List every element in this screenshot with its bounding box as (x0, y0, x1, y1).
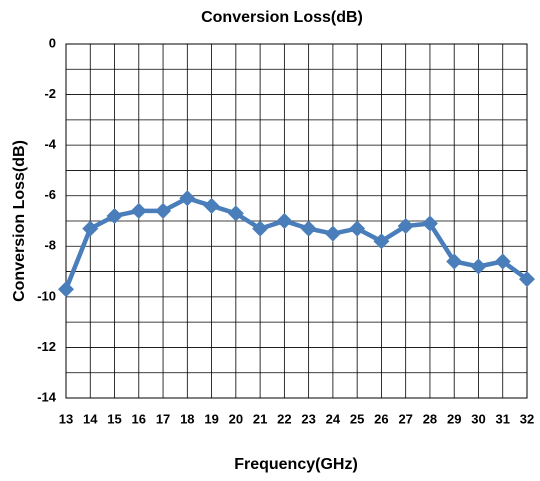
marker (446, 253, 463, 270)
x-tick-label: 23 (301, 411, 315, 426)
marker (203, 197, 220, 214)
marker (130, 202, 147, 219)
y-tick-label: -8 (44, 238, 56, 253)
x-tick-label: 29 (447, 411, 461, 426)
y-tick-label: -2 (44, 86, 56, 101)
marker (227, 205, 244, 222)
y-axis-label: Conversion Loss(dB) (11, 140, 28, 302)
marker (494, 253, 511, 270)
y-tick-label: -10 (37, 288, 56, 303)
x-tick-label: 18 (180, 411, 194, 426)
x-tick-label: 20 (229, 411, 243, 426)
y-tick-label: -12 (37, 339, 56, 354)
marker (252, 220, 269, 237)
x-tick-label: 26 (374, 411, 388, 426)
marker (82, 220, 99, 237)
x-tick-label: 30 (471, 411, 485, 426)
marker (421, 215, 438, 232)
marker (470, 258, 487, 275)
x-tick-label: 13 (59, 411, 73, 426)
marker (519, 271, 535, 288)
y-tick-label: -14 (37, 389, 57, 404)
x-tick-label: 28 (423, 411, 437, 426)
chart-title: Conversion Loss(dB) (201, 9, 363, 26)
marker (397, 218, 414, 235)
x-tick-label: 16 (132, 411, 146, 426)
y-tick-label: -4 (44, 137, 56, 152)
x-tick-label: 27 (398, 411, 412, 426)
y-tick-label: 0 (49, 35, 56, 50)
x-tick-label: 19 (204, 411, 218, 426)
x-tick-label: 32 (520, 411, 534, 426)
x-tick-label: 14 (83, 411, 98, 426)
x-tick-label: 31 (496, 411, 510, 426)
marker (349, 220, 366, 237)
x-tick-label: 22 (277, 411, 291, 426)
plot-frame (65, 43, 528, 399)
y-tick-label: -6 (44, 187, 56, 202)
marker (155, 202, 172, 219)
marker (58, 281, 74, 298)
x-tick-label: 21 (253, 411, 267, 426)
x-tick-label: 25 (350, 411, 364, 426)
x-axis-label: Frequency(GHz) (234, 456, 358, 473)
marker (373, 233, 390, 250)
marker (324, 225, 341, 242)
marker (106, 207, 123, 224)
x-tick-label: 24 (326, 411, 341, 426)
marker (300, 220, 317, 237)
x-tick-label: 15 (107, 411, 121, 426)
marker (276, 213, 293, 229)
x-tick-label: 17 (156, 411, 170, 426)
marker (179, 190, 196, 207)
